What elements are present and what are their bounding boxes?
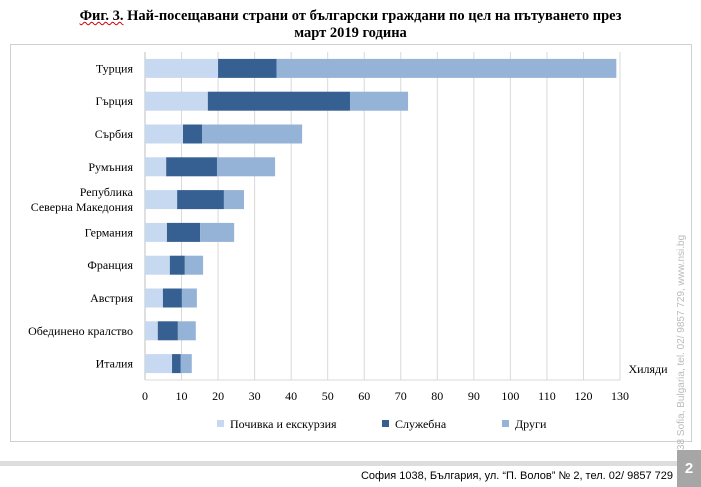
page-number: 2 <box>677 450 701 487</box>
x-tick-label: 100 <box>501 389 519 403</box>
bar-segment <box>218 58 277 78</box>
x-tick-label: 110 <box>538 389 556 403</box>
side-contact: 38 Sofia, Bulgaria, tel. 02/ 9857 729, w… <box>676 150 696 450</box>
x-tick-label: 40 <box>285 389 297 403</box>
bar-segment <box>177 321 196 341</box>
x-tick-label: 20 <box>212 389 224 403</box>
x-tick-label: 80 <box>431 389 443 403</box>
category-label: Турция <box>96 61 134 75</box>
bar-segment <box>169 255 185 275</box>
title-text: Най-посещавани страни от български гражд… <box>123 8 622 24</box>
bar-segment <box>166 157 217 177</box>
legend-label: Други <box>515 417 547 431</box>
bar-segment <box>200 222 235 242</box>
bar-segment <box>145 288 163 308</box>
bar-segment <box>145 354 173 374</box>
bar-segment <box>216 157 276 177</box>
bar-segment <box>183 124 202 144</box>
bar-segment <box>145 222 167 242</box>
legend-label: Почивка и екскурзия <box>230 417 337 431</box>
category-label: Сърбия <box>95 127 134 141</box>
x-tick-label: 0 <box>142 389 148 403</box>
legend-swatch <box>502 420 509 427</box>
x-tick-label: 50 <box>322 389 334 403</box>
bar-segment <box>162 288 182 308</box>
category-label: Северна Македония <box>31 200 134 214</box>
x-tick-label: 120 <box>574 389 592 403</box>
bar-segment <box>145 190 178 210</box>
x-tick-label: 60 <box>358 389 370 403</box>
bar-segment <box>172 354 181 374</box>
bar-segment <box>145 124 183 144</box>
bar-segment <box>223 190 245 210</box>
bar-segment <box>181 288 197 308</box>
category-label: Румъния <box>88 160 133 174</box>
bar-segment <box>184 255 204 275</box>
legend-swatch <box>382 420 389 427</box>
category-label: Австрия <box>90 291 133 305</box>
bar-segment <box>145 91 208 111</box>
bar-segment <box>145 157 167 177</box>
bar-segment <box>157 321 178 341</box>
footer-address: София 1038, България, ул. “П. Волов” № 2… <box>360 470 673 482</box>
title-prefix: Фиг. 3. <box>79 8 124 24</box>
bar-segment <box>276 58 617 78</box>
x-tick-label: 30 <box>249 389 261 403</box>
side-contact-text: 38 Sofia, Bulgaria, tel. 02/ 9857 729, w… <box>676 234 687 450</box>
title-line2: март 2019 година <box>294 25 407 41</box>
bar-segment <box>145 321 158 341</box>
legend-label: Служебна <box>395 417 447 431</box>
bar-segment <box>145 58 219 78</box>
x-tick-label: 70 <box>395 389 407 403</box>
bar-segment <box>180 354 192 374</box>
category-label: Република <box>80 185 134 199</box>
bar-segment <box>202 124 303 144</box>
category-label: Италия <box>96 357 134 371</box>
category-label: Гърция <box>95 94 133 108</box>
category-label: Франция <box>87 258 133 272</box>
category-label: Германия <box>85 225 134 239</box>
chart-title: Фиг. 3. Най-посещавани страни от българс… <box>0 8 701 42</box>
chart-frame <box>10 44 692 442</box>
bar-segment <box>349 91 409 111</box>
unit-label: Хиляди <box>628 362 668 376</box>
legend-swatch <box>217 420 224 427</box>
bar-segment <box>207 91 350 111</box>
bar-segment <box>166 222 201 242</box>
x-tick-label: 130 <box>611 389 629 403</box>
bar-segment <box>177 190 224 210</box>
footer-divider <box>0 461 690 466</box>
category-label: Обединено кралство <box>28 324 133 338</box>
x-tick-label: 90 <box>468 389 480 403</box>
x-tick-label: 10 <box>176 389 188 403</box>
bar-segment <box>145 255 170 275</box>
